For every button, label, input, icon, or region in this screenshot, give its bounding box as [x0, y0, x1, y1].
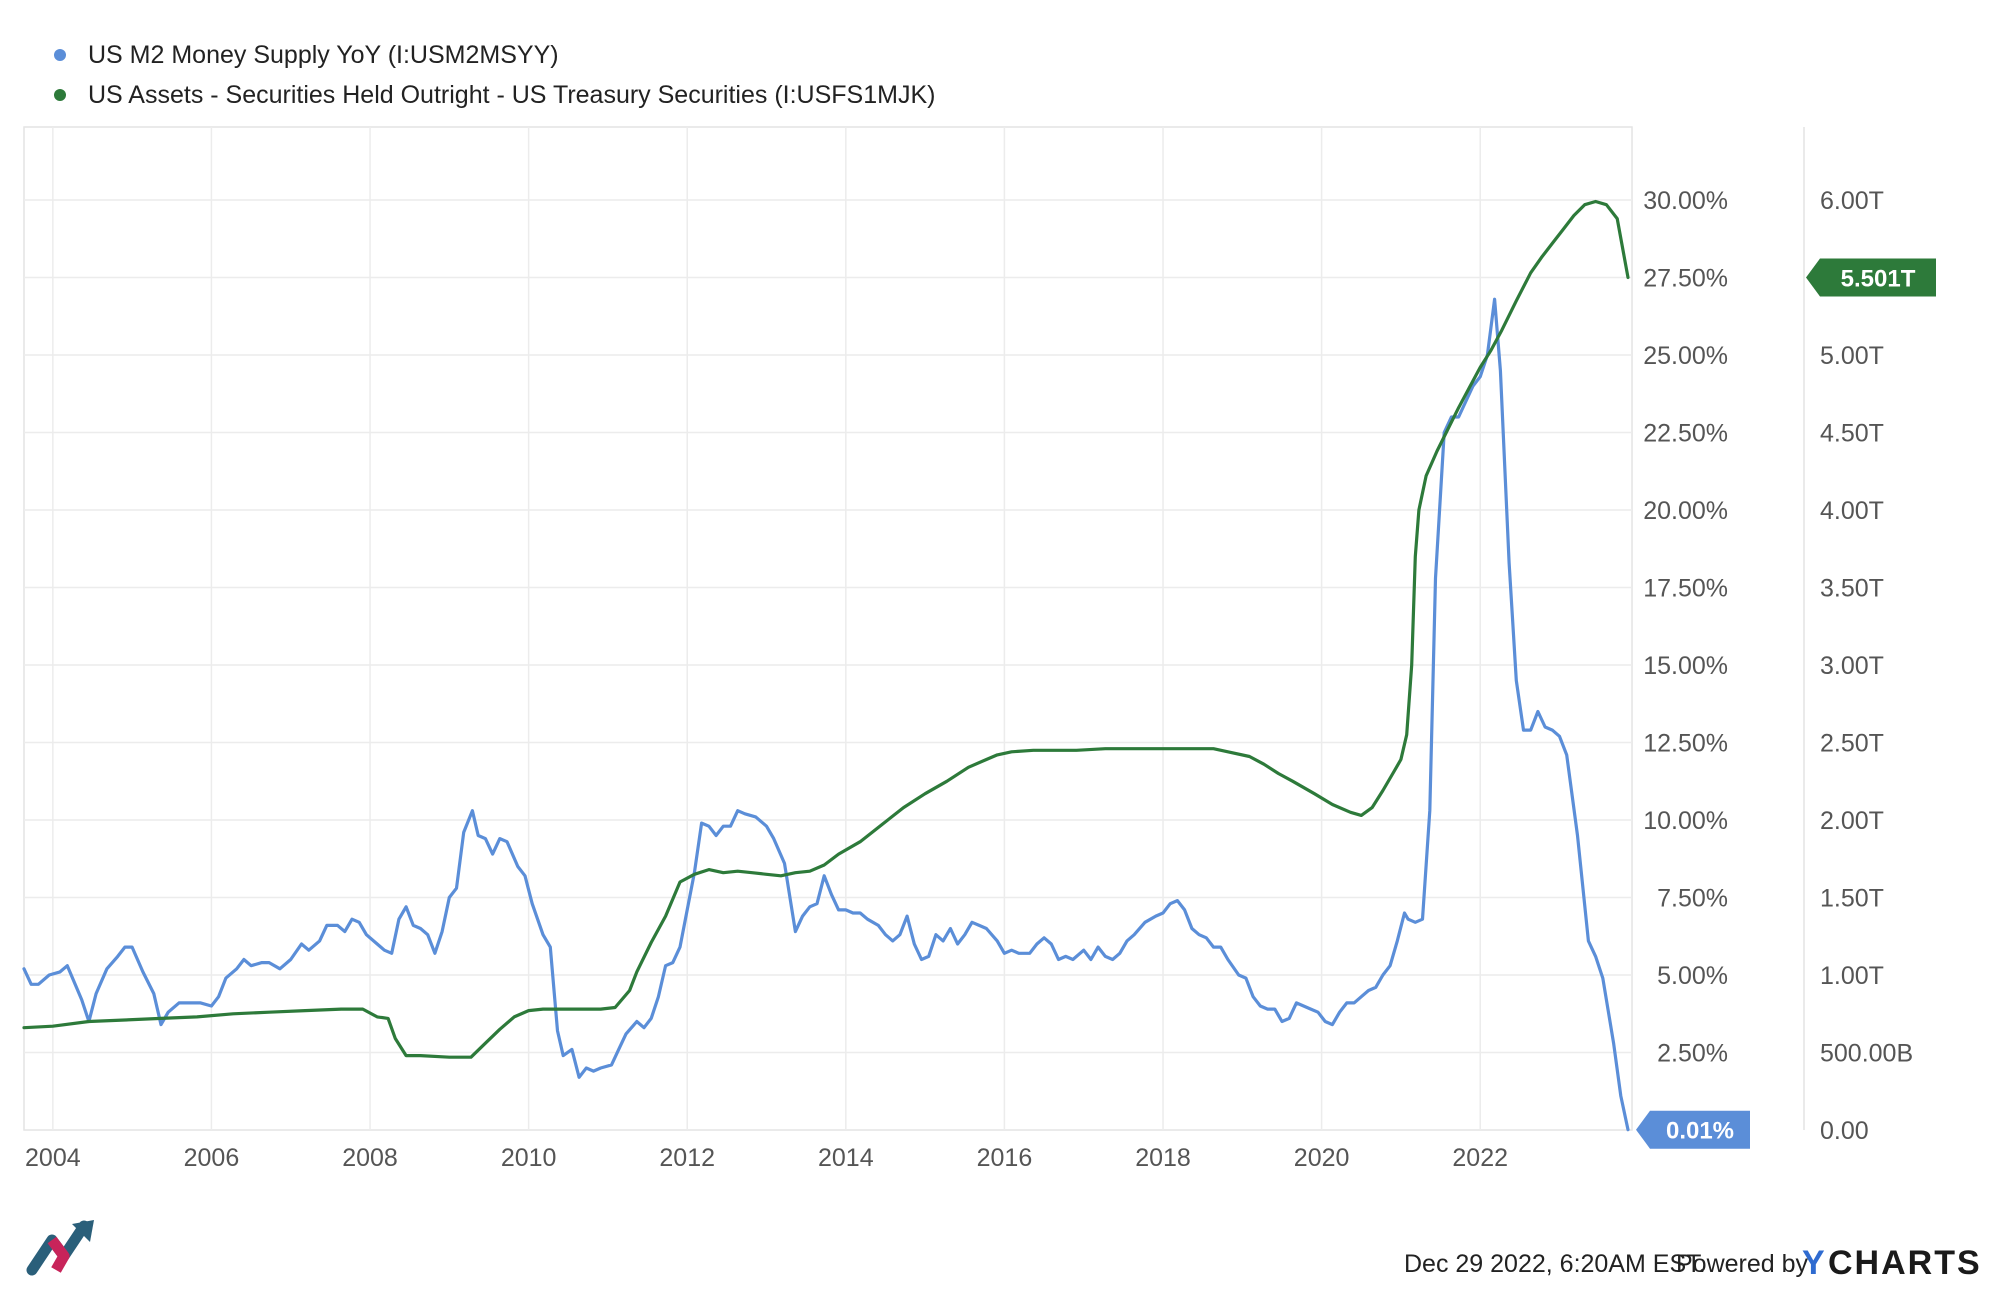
x-tick-label: 2020 — [1294, 1144, 1350, 1172]
legend-label-treasury[interactable]: US Assets - Securities Held Outright - U… — [88, 81, 935, 109]
left-axis-tick-label: 2.50% — [1657, 1040, 1728, 1068]
left-axis-tick-label: 27.50% — [1643, 265, 1728, 293]
x-tick-label: 2022 — [1452, 1144, 1508, 1172]
x-tick-label: 2018 — [1135, 1144, 1191, 1172]
left-axis-tick-label: 30.00% — [1643, 187, 1728, 215]
gridlines — [24, 127, 1632, 1130]
right-axis-tick-label: 4.50T — [1820, 420, 1884, 448]
left-axis-tick-label: 7.50% — [1657, 885, 1728, 913]
x-axis-ticks: 2004 2006 2008 2010 2012 2014 2016 2018 2020 2022 — [25, 1144, 1508, 1172]
plot-area — [23, 126, 1633, 1131]
right-axis-tick-label: 0.00 — [1820, 1117, 1869, 1145]
left-axis-ticks: 2.50% 5.00% 7.50% 10.00% 12.50% 15.00% 17.50% 2… — [1643, 187, 1728, 1068]
series-line-m2-yoy[interactable] — [22, 297, 1630, 1132]
series-line-treasury-holdings[interactable] — [22, 199, 1630, 1059]
badge-value: 0.01% — [1666, 1118, 1734, 1145]
left-axis-tick-label: 15.00% — [1643, 652, 1728, 680]
footer-brand-y[interactable]: Y — [1802, 1244, 1827, 1282]
right-axis-ticks: 0.00 500.00B 1.00T 1.50T 2.00T 2.50T 3.00T 3.50… — [1820, 187, 1913, 1145]
left-axis-tick-label: 5.00% — [1657, 962, 1728, 990]
badge-treasury-last-value: 5.501T — [1806, 258, 1936, 297]
right-axis-tick-label: 2.50T — [1820, 730, 1884, 758]
left-axis-tick-label: 25.00% — [1643, 342, 1728, 370]
left-axis-tick-label: 17.50% — [1643, 575, 1728, 603]
legend-marker-m2 — [54, 49, 66, 61]
left-axis-tick-label: 12.50% — [1643, 730, 1728, 758]
right-axis-tick-label: 1.50T — [1820, 885, 1884, 913]
right-axis-tick-label: 6.00T — [1820, 187, 1884, 215]
footer-timestamp: Dec 29 2022, 6:20AM EST. — [1404, 1250, 1706, 1278]
right-axis-tick-label: 5.00T — [1820, 342, 1884, 370]
x-tick-label: 2004 — [25, 1144, 81, 1172]
ycharts-arrow-logo-icon — [26, 1220, 94, 1276]
series-layer — [22, 199, 1630, 1132]
badge-value: 5.501T — [1841, 266, 1916, 293]
x-tick-label: 2012 — [659, 1144, 715, 1172]
badge-shape — [1806, 258, 1936, 297]
right-axis-tick-label: 2.00T — [1820, 807, 1884, 835]
last-value-badges: 0.01% 5.501T — [1636, 258, 1936, 1149]
legend: US M2 Money Supply YoY (I:USM2MSYY) US A… — [54, 41, 935, 109]
right-axis-tick-label: 4.00T — [1820, 497, 1884, 525]
x-tick-label: 2010 — [501, 1144, 557, 1172]
x-tick-label: 2008 — [342, 1144, 398, 1172]
right-axis-tick-label: 3.00T — [1820, 652, 1884, 680]
x-tick-label: 2006 — [184, 1144, 240, 1172]
footer-powered-by: Powered by — [1676, 1250, 1809, 1278]
left-axis-tick-label: 10.00% — [1643, 807, 1728, 835]
right-axis-tick-label: 1.00T — [1820, 962, 1884, 990]
right-axis-tick-label: 500.00B — [1820, 1040, 1913, 1068]
footer-brand-charts[interactable]: CHARTS — [1828, 1244, 1982, 1282]
legend-label-m2[interactable]: US M2 Money Supply YoY (I:USM2MSYY) — [88, 41, 559, 69]
legend-marker-treasury — [54, 89, 66, 101]
footer: Dec 29 2022, 6:20AM EST. Powered by Y CH… — [1404, 1244, 1982, 1282]
left-axis-tick-label: 22.50% — [1643, 420, 1728, 448]
left-axis-tick-label: 20.00% — [1643, 497, 1728, 525]
badge-shape — [1636, 1110, 1750, 1149]
right-axis-tick-label: 3.50T — [1820, 575, 1884, 603]
badge-m2-last-value: 0.01% — [1636, 1110, 1750, 1149]
x-tick-label: 2014 — [818, 1144, 874, 1172]
x-tick-label: 2016 — [977, 1144, 1033, 1172]
